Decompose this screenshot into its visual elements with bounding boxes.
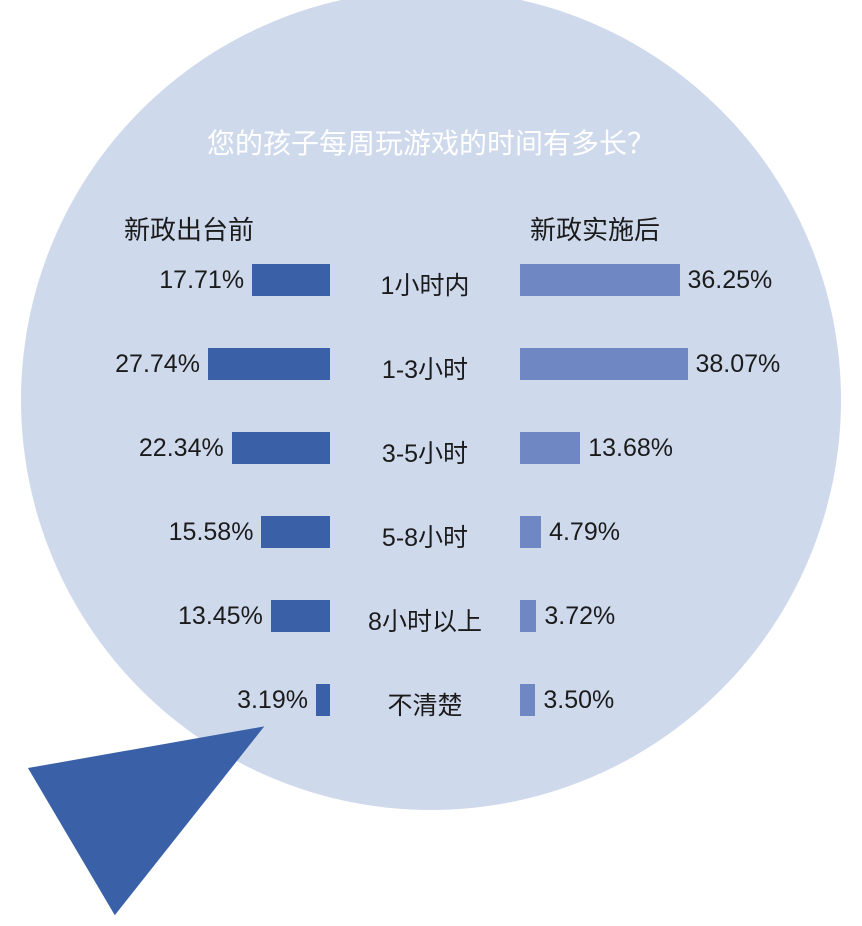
chart-row: 27.74% 1-3小时 38.07% xyxy=(0,346,862,430)
category-label: 5-8小时 xyxy=(345,518,505,554)
right-column-header: 新政实施后 xyxy=(530,210,660,247)
right-bar xyxy=(520,684,535,716)
right-percent-label: 3.72% xyxy=(544,602,615,631)
right-bar xyxy=(520,600,536,632)
right-bar xyxy=(520,432,580,464)
left-bar xyxy=(271,600,330,632)
left-percent-label: 13.45% xyxy=(0,602,263,631)
left-percent-label: 17.71% xyxy=(0,266,244,295)
category-label: 1-3小时 xyxy=(345,350,505,386)
left-bar xyxy=(316,684,330,716)
chart-row: 22.34% 3-5小时 13.68% xyxy=(0,430,862,514)
right-bar xyxy=(520,348,688,380)
left-percent-label: 22.34% xyxy=(0,434,224,463)
left-percent-label: 27.74% xyxy=(0,350,200,379)
chart-row: 13.45% 8小时以上 3.72% xyxy=(0,598,862,682)
chart-row: 15.58% 5-8小时 4.79% xyxy=(0,514,862,598)
right-percent-label: 3.50% xyxy=(543,686,614,715)
right-percent-label: 4.79% xyxy=(549,518,620,547)
right-percent-label: 36.25% xyxy=(688,266,773,295)
right-percent-label: 13.68% xyxy=(588,434,673,463)
left-bar xyxy=(252,264,330,296)
right-bar xyxy=(520,264,680,296)
category-label: 8小时以上 xyxy=(345,602,505,638)
chart-rows: 17.71% 1小时内 36.25% 27.74% 1-3小时 38.07% 22.34% 3… xyxy=(0,262,862,766)
left-column-header: 新政出台前 xyxy=(124,210,254,247)
category-label: 1小时内 xyxy=(345,266,505,302)
right-percent-label: 38.07% xyxy=(696,350,781,379)
chart-title: 您的孩子每周玩游戏的时间有多长？ xyxy=(0,122,862,162)
right-bar xyxy=(520,516,541,548)
left-percent-label: 15.58% xyxy=(0,518,253,547)
left-bar xyxy=(232,432,330,464)
left-bar xyxy=(261,516,330,548)
chart-row: 17.71% 1小时内 36.25% xyxy=(0,262,862,346)
chart-row: 3.19% 不清楚 3.50% xyxy=(0,682,862,766)
category-label: 不清楚 xyxy=(345,686,505,722)
left-bar xyxy=(208,348,330,380)
left-percent-label: 3.19% xyxy=(0,686,308,715)
category-label: 3-5小时 xyxy=(345,434,505,470)
